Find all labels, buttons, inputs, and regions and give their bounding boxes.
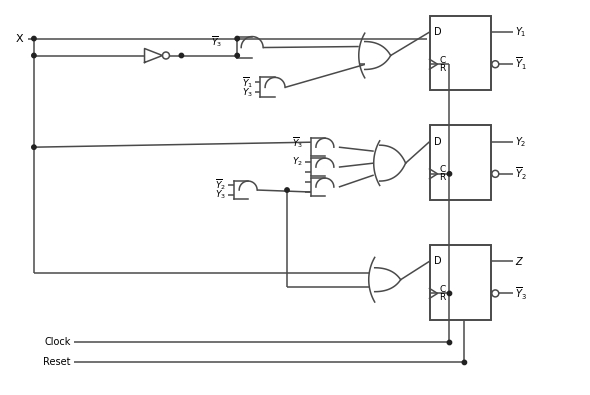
Text: R: R <box>440 293 445 302</box>
Circle shape <box>462 360 467 365</box>
Text: $\overline{Y}_1$: $\overline{Y}_1$ <box>515 56 527 72</box>
Text: D: D <box>434 137 441 147</box>
Text: $\overline{Y}_3$: $\overline{Y}_3$ <box>292 135 303 150</box>
Text: X: X <box>15 34 23 43</box>
Text: $Y_3$: $Y_3$ <box>242 86 253 99</box>
Text: C: C <box>440 285 445 294</box>
Bar <box>430 125 491 200</box>
Circle shape <box>447 340 452 345</box>
Circle shape <box>179 53 183 58</box>
Text: $\overline{Y}_2$: $\overline{Y}_2$ <box>215 178 226 192</box>
Circle shape <box>447 172 452 176</box>
Circle shape <box>235 36 240 41</box>
Text: R: R <box>440 64 445 73</box>
Text: $Y_2$: $Y_2$ <box>292 156 303 168</box>
Circle shape <box>447 291 452 295</box>
Text: R: R <box>440 173 445 182</box>
Circle shape <box>235 53 240 58</box>
Bar <box>430 245 491 320</box>
Text: Reset: Reset <box>43 357 71 367</box>
Text: $\overline{Y}_3$: $\overline{Y}_3$ <box>211 34 222 49</box>
Bar <box>430 16 491 90</box>
Circle shape <box>32 145 36 149</box>
Text: Clock: Clock <box>44 337 71 348</box>
Circle shape <box>32 36 36 41</box>
Text: $\overline{Y}_1$: $\overline{Y}_1$ <box>242 75 253 90</box>
Text: $\overline{Y}_3$: $\overline{Y}_3$ <box>515 285 527 301</box>
Text: $Y_1$: $Y_1$ <box>515 25 527 39</box>
Text: C: C <box>440 166 445 174</box>
Circle shape <box>285 188 289 192</box>
Text: $Z$: $Z$ <box>515 255 525 267</box>
Text: D: D <box>434 256 441 266</box>
Circle shape <box>32 53 36 58</box>
Text: C: C <box>440 56 445 65</box>
Text: $\overline{Y}_2$: $\overline{Y}_2$ <box>515 166 527 182</box>
Text: $Y_3$: $Y_3$ <box>215 189 226 201</box>
Text: $Y_2$: $Y_2$ <box>515 135 527 149</box>
Text: D: D <box>434 27 441 37</box>
